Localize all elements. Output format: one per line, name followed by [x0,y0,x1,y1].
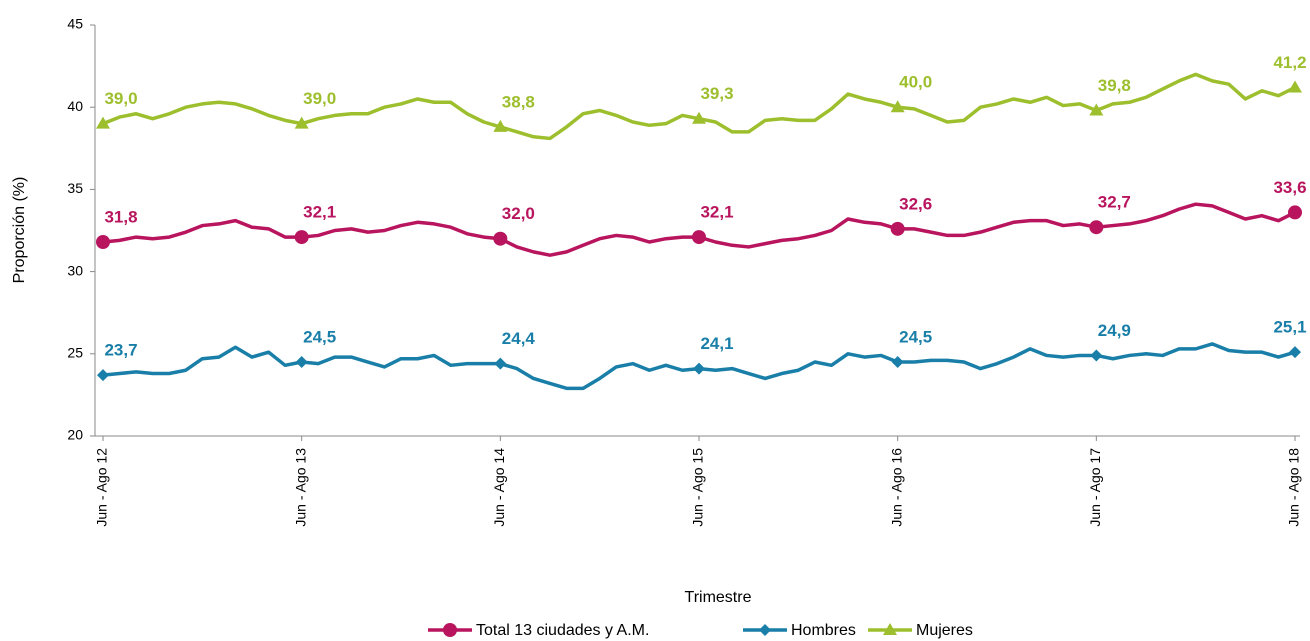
data-label: 33,6 [1273,178,1306,197]
x-tick-label: Jun - Ago 12 [94,448,110,527]
y-tick-label: 40 [67,98,83,114]
x-tick-label: Jun - Ago 18 [1286,448,1302,527]
data-label: 24,5 [303,328,336,347]
data-label: 32,1 [303,203,336,222]
data-label: 31,8 [104,207,137,226]
data-label: 24,5 [899,328,932,347]
data-point [1288,205,1302,220]
data-label: 39,0 [303,89,336,108]
data-label: 38,8 [502,92,535,111]
y-tick-label: 25 [67,345,83,361]
data-label: 39,0 [104,89,137,108]
data-point [890,221,905,236]
y-tick-label: 45 [67,16,83,32]
data-point [1090,349,1103,362]
legend-marker [883,623,897,635]
data-point [891,356,904,369]
data-label: 24,1 [700,334,733,353]
data-label: 32,7 [1098,193,1131,212]
data-label: 24,4 [502,329,536,348]
y-axis-title: Proporción (%) [11,177,28,284]
x-tick-label: Jun - Ago 15 [690,448,706,527]
data-point [294,230,309,245]
data-point [1288,80,1302,93]
data-label: 24,9 [1098,321,1131,340]
data-label: 23,7 [104,341,137,360]
data-point [494,357,507,370]
data-point [96,235,110,250]
x-tick-label: Jun - Ago 14 [491,448,507,527]
x-tick-label: Jun - Ago 13 [292,448,308,527]
data-label: 39,8 [1098,76,1131,95]
data-label: 32,6 [899,194,932,213]
data-point [295,356,308,369]
legend-marker [443,623,457,637]
x-tick-label: Jun - Ago 17 [1087,448,1103,527]
data-label: 32,0 [502,204,535,223]
legend-marker [759,624,771,636]
series-line [102,202,1296,257]
data-point [692,230,706,245]
x-axis-title: Trimestre [685,589,752,606]
data-point [692,111,706,124]
data-point [97,369,109,382]
data-point [1089,103,1104,116]
data-label: 39,3 [700,84,733,103]
data-point [294,116,309,129]
y-tick-label: 20 [67,427,83,443]
data-point [693,362,705,375]
data-point [96,116,110,129]
x-tick-label: Jun - Ago 16 [888,448,904,527]
y-tick-label: 30 [67,262,83,278]
legend-label: Mujeres [916,622,973,639]
data-label: 40,0 [899,73,932,92]
data-point [493,119,508,132]
data-point [1089,220,1104,235]
legend-label: Hombres [791,622,856,639]
data-point [493,231,508,246]
data-label: 41,2 [1273,53,1306,72]
y-tick-label: 35 [67,180,83,196]
data-point [890,100,905,113]
data-point [1289,346,1301,359]
data-label: 25,1 [1273,318,1306,337]
legend-label: Total 13 ciudades y A.M. [476,622,649,639]
data-label: 32,1 [700,203,733,222]
